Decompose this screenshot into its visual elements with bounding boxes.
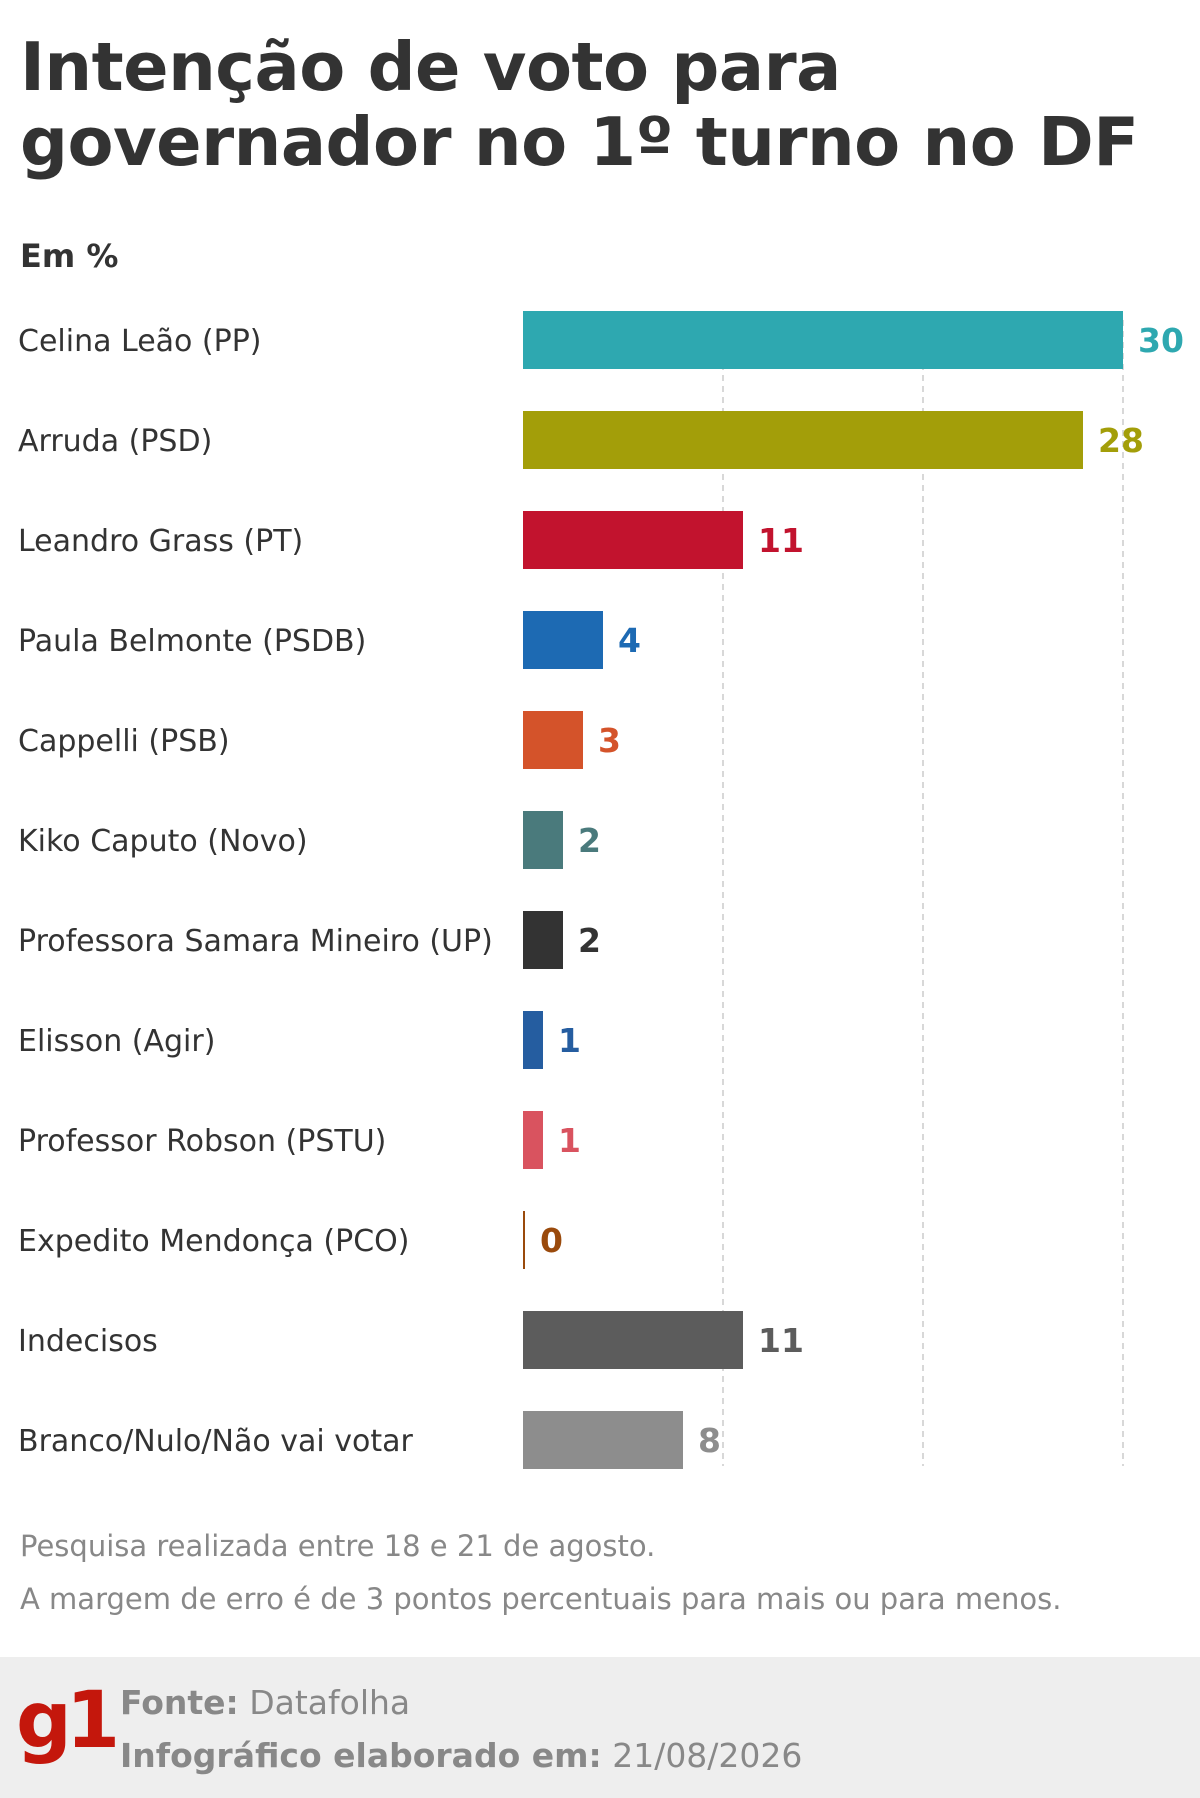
note-margin-of-error: A margem de erro é de 3 pontos percentua… — [20, 1582, 1062, 1616]
category-label: Celina Leão (PP) — [18, 324, 262, 359]
date-value: 21/08/2026 — [612, 1736, 803, 1775]
value-label: 1 — [558, 1121, 581, 1160]
chart-title: Intenção de voto para governador no 1º t… — [20, 30, 1180, 180]
notes: Pesquisa realizada entre 18 e 21 de agos… — [20, 1520, 1180, 1626]
source-label: Fonte: — [120, 1683, 239, 1722]
bar — [523, 1311, 743, 1369]
category-label: Expedito Mendonça (PCO) — [18, 1224, 409, 1259]
unit-subtitle: Em % — [20, 237, 119, 275]
value-label: 8 — [698, 1421, 721, 1460]
category-label: Cappelli (PSB) — [18, 724, 230, 759]
bar — [523, 611, 603, 669]
bar — [523, 1011, 543, 1069]
note-survey-dates: Pesquisa realizada entre 18 e 21 de agos… — [20, 1529, 656, 1563]
title-line-1: Intenção de voto para — [20, 28, 841, 106]
value-label: 30 — [1138, 321, 1184, 360]
value-label: 11 — [758, 521, 804, 560]
category-label: Kiko Caputo (Novo) — [18, 824, 308, 859]
g1-logo: g1 — [16, 1676, 120, 1766]
value-label: 1 — [558, 1021, 581, 1060]
bar — [523, 1411, 683, 1469]
category-label: Leandro Grass (PT) — [18, 524, 303, 559]
category-label: Elisson (Agir) — [18, 1024, 215, 1059]
source-line: Fonte: Datafolha — [120, 1683, 410, 1722]
value-label: 0 — [540, 1221, 563, 1260]
bar — [523, 311, 1123, 369]
value-label: 4 — [618, 621, 641, 660]
bar — [523, 711, 583, 769]
value-label: 2 — [578, 821, 601, 860]
category-label: Branco/Nulo/Não vai votar — [18, 1424, 414, 1459]
value-label: 28 — [1098, 421, 1144, 460]
category-label: Professor Robson (PSTU) — [18, 1124, 386, 1159]
date-line: Infográfico elaborado em: 21/08/2026 — [120, 1736, 802, 1775]
title-line-2: governador no 1º turno no DF — [20, 103, 1139, 181]
bar — [523, 911, 563, 969]
value-label: 3 — [598, 721, 621, 760]
bar — [523, 411, 1083, 469]
category-label: Arruda (PSD) — [18, 424, 212, 459]
source-value: Datafolha — [249, 1683, 411, 1722]
bar — [523, 1211, 525, 1269]
footer: g1 Fonte: Datafolha Infográfico elaborad… — [0, 1657, 1200, 1798]
value-label: 11 — [758, 1321, 804, 1360]
category-label: Indecisos — [18, 1324, 158, 1359]
bar — [523, 511, 743, 569]
bar — [523, 811, 563, 869]
bar — [523, 1111, 543, 1169]
value-label: 2 — [578, 921, 601, 960]
category-label: Professora Samara Mineiro (UP) — [18, 924, 493, 959]
category-label: Paula Belmonte (PSDB) — [18, 624, 366, 659]
date-label: Infográfico elaborado em: — [120, 1736, 602, 1775]
